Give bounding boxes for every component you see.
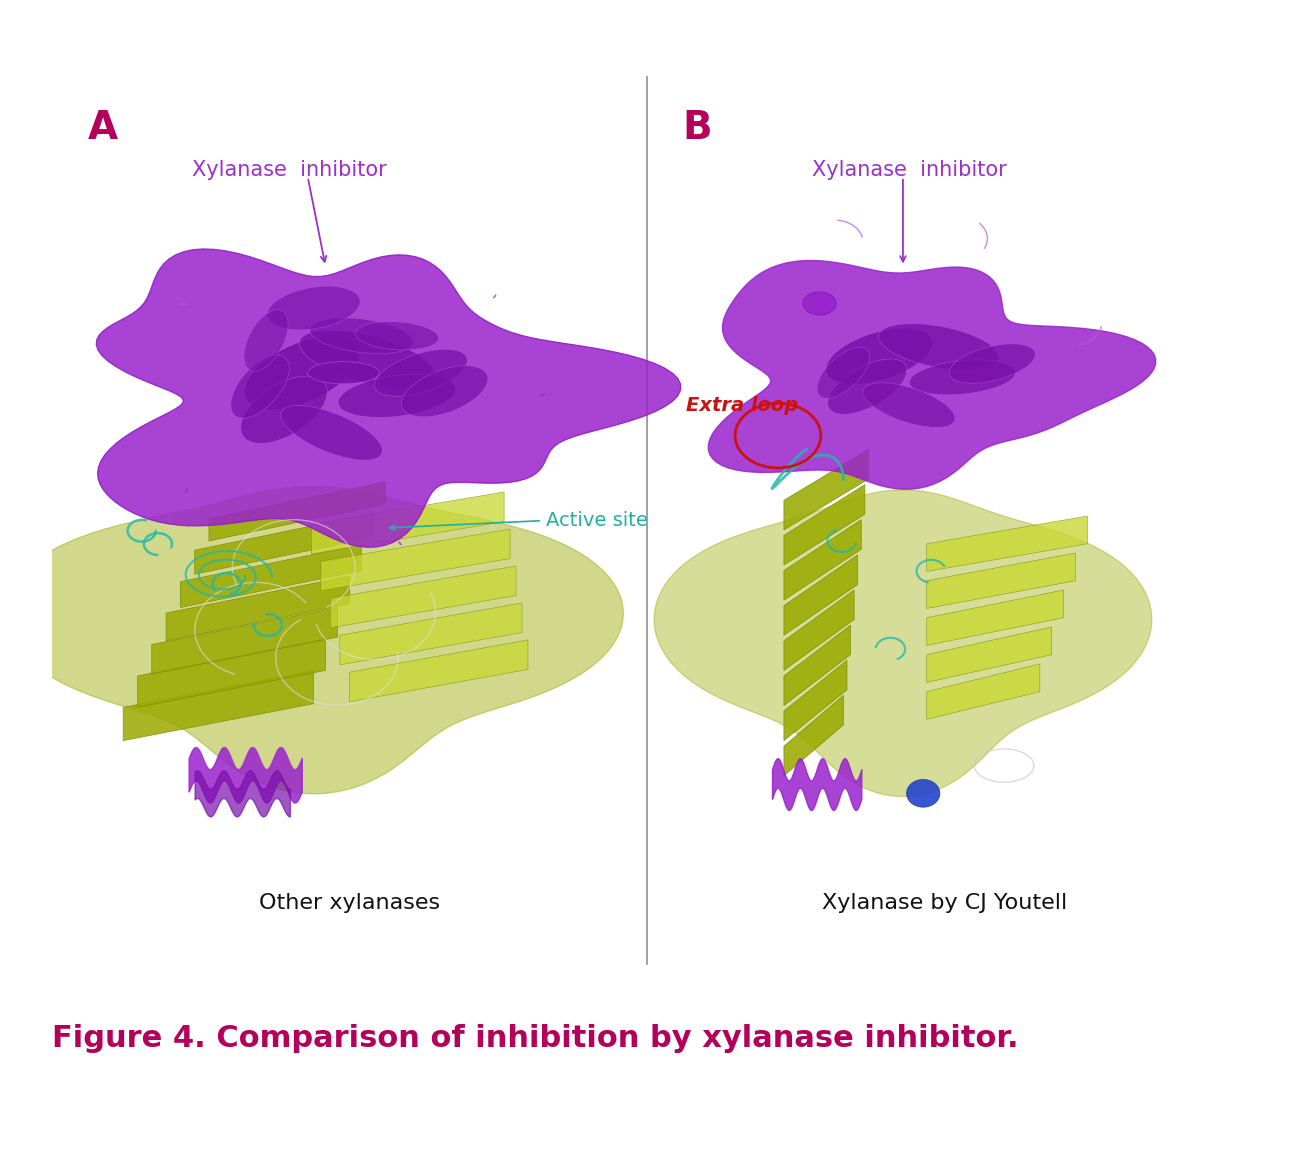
Polygon shape xyxy=(784,449,868,530)
Ellipse shape xyxy=(949,344,1035,384)
Polygon shape xyxy=(123,670,313,741)
Polygon shape xyxy=(208,482,386,541)
Ellipse shape xyxy=(356,322,439,350)
Ellipse shape xyxy=(299,330,435,387)
Ellipse shape xyxy=(910,360,1016,394)
Polygon shape xyxy=(927,590,1064,646)
Ellipse shape xyxy=(338,374,455,418)
Polygon shape xyxy=(927,516,1087,571)
Polygon shape xyxy=(927,663,1040,720)
Text: Xylanase  inhibitor: Xylanase inhibitor xyxy=(811,160,1007,180)
Polygon shape xyxy=(784,484,864,565)
Ellipse shape xyxy=(241,376,327,443)
Ellipse shape xyxy=(245,336,360,409)
Ellipse shape xyxy=(401,366,488,417)
Text: Active site: Active site xyxy=(546,511,648,530)
Ellipse shape xyxy=(281,406,383,460)
Ellipse shape xyxy=(828,359,907,414)
Polygon shape xyxy=(312,493,505,553)
Polygon shape xyxy=(321,529,510,591)
Ellipse shape xyxy=(267,287,360,330)
Ellipse shape xyxy=(817,347,870,398)
Polygon shape xyxy=(784,555,858,635)
Text: Other xylanases: Other xylanases xyxy=(259,894,440,914)
Polygon shape xyxy=(180,545,361,607)
Ellipse shape xyxy=(245,310,289,371)
Polygon shape xyxy=(927,553,1075,608)
Polygon shape xyxy=(330,566,516,628)
Polygon shape xyxy=(4,487,624,793)
Text: A: A xyxy=(88,109,118,147)
Polygon shape xyxy=(784,695,844,776)
Polygon shape xyxy=(784,625,850,706)
Polygon shape xyxy=(708,261,1156,489)
Polygon shape xyxy=(340,603,521,665)
Ellipse shape xyxy=(826,328,933,384)
Text: Xylanase by CJ Youtell: Xylanase by CJ Youtell xyxy=(822,894,1068,914)
Ellipse shape xyxy=(907,779,939,807)
Text: Xylanase  inhibitor: Xylanase inhibitor xyxy=(193,160,387,180)
Polygon shape xyxy=(784,519,862,600)
Polygon shape xyxy=(653,490,1152,797)
Text: Figure 4. Comparison of inhibition by xylanase inhibitor.: Figure 4. Comparison of inhibition by xy… xyxy=(52,1024,1018,1053)
Polygon shape xyxy=(784,590,854,670)
Polygon shape xyxy=(194,514,373,574)
Polygon shape xyxy=(349,640,528,702)
Ellipse shape xyxy=(804,291,836,315)
Polygon shape xyxy=(927,627,1052,682)
Ellipse shape xyxy=(863,383,955,427)
Polygon shape xyxy=(137,639,326,708)
Polygon shape xyxy=(784,660,848,741)
Ellipse shape xyxy=(308,362,379,384)
Ellipse shape xyxy=(879,324,999,370)
Polygon shape xyxy=(96,249,681,548)
Text: Extra loop: Extra loop xyxy=(686,395,798,414)
Text: B: B xyxy=(683,109,712,147)
Ellipse shape xyxy=(230,355,290,418)
Polygon shape xyxy=(151,607,338,674)
Polygon shape xyxy=(166,576,349,641)
Ellipse shape xyxy=(374,350,467,397)
Ellipse shape xyxy=(309,318,413,353)
